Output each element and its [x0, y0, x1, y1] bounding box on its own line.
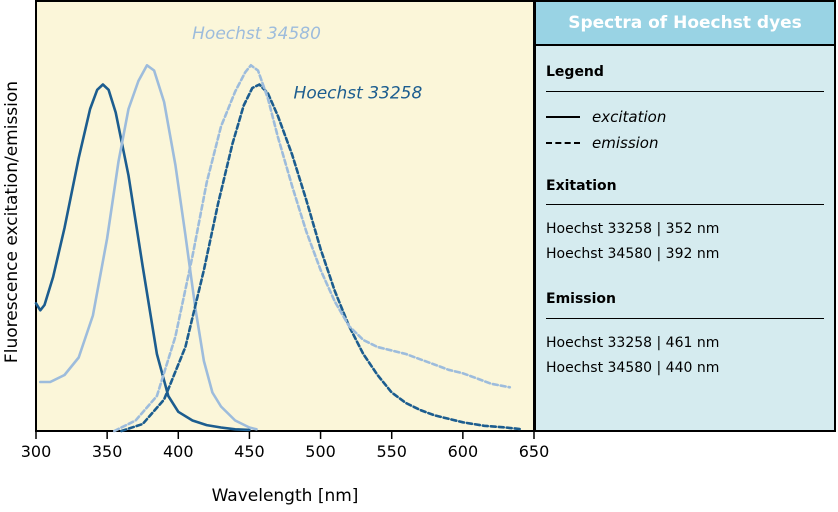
solid-line-icon — [546, 116, 580, 118]
plot-area — [35, 0, 535, 432]
emission-value-33258: Hoechst 33258 | 461 nm — [546, 335, 720, 351]
emission-divider — [546, 318, 824, 319]
x-tick-label: 400 — [163, 442, 194, 461]
y-axis-label: Fluorescence excitation/emission — [2, 81, 22, 363]
excitation-heading: Exitation — [546, 178, 617, 194]
x-tick-label: 450 — [234, 442, 265, 461]
x-axis-label: Wavelength [nm] — [212, 486, 359, 506]
legend-divider — [546, 91, 824, 92]
series-line-emission-hoechst-34580 — [113, 64, 512, 433]
x-axis: 300 350 400 450 500 550 600 650 — [21, 431, 550, 461]
x-tick-label: 350 — [92, 442, 123, 461]
excitation-value-33258: Hoechst 33258 | 352 nm — [546, 221, 720, 237]
emission-value-34580: Hoechst 34580 | 440 nm — [546, 360, 720, 376]
x-tick-label: 300 — [21, 442, 52, 461]
legend-item-excitation: excitation — [546, 107, 666, 127]
dashed-line-icon — [546, 142, 580, 144]
panel-title: Spectra of Hoechst dyes — [536, 2, 834, 46]
excitation-value-34580: Hoechst 34580 | 392 nm — [546, 246, 720, 262]
series-line-excitation-hoechst-34580 — [39, 64, 258, 431]
emission-heading: Emission — [546, 291, 616, 307]
excitation-divider — [546, 204, 824, 205]
annotation-layer: Hoechst 34580 Hoechst 33258 — [192, 24, 422, 104]
legend-label-excitation: excitation — [592, 108, 667, 126]
x-tick-label: 500 — [305, 442, 336, 461]
series-annotation: Hoechst 33258 — [294, 84, 423, 104]
legend-item-emission: emission — [546, 133, 659, 153]
legend-heading: Legend — [546, 64, 604, 80]
series-annotation: Hoechst 34580 — [192, 24, 321, 44]
x-tick-label: 650 — [519, 442, 550, 461]
legend-label-emission: emission — [592, 134, 659, 152]
series-line-excitation-hoechst-33258 — [34, 83, 251, 432]
series-layer — [34, 64, 524, 433]
series-line-emission-hoechst-33258 — [120, 83, 524, 433]
info-panel: Spectra of Hoechst dyes Legend excitatio… — [534, 0, 836, 432]
x-tick-label: 600 — [448, 442, 479, 461]
x-tick-label: 550 — [376, 442, 407, 461]
